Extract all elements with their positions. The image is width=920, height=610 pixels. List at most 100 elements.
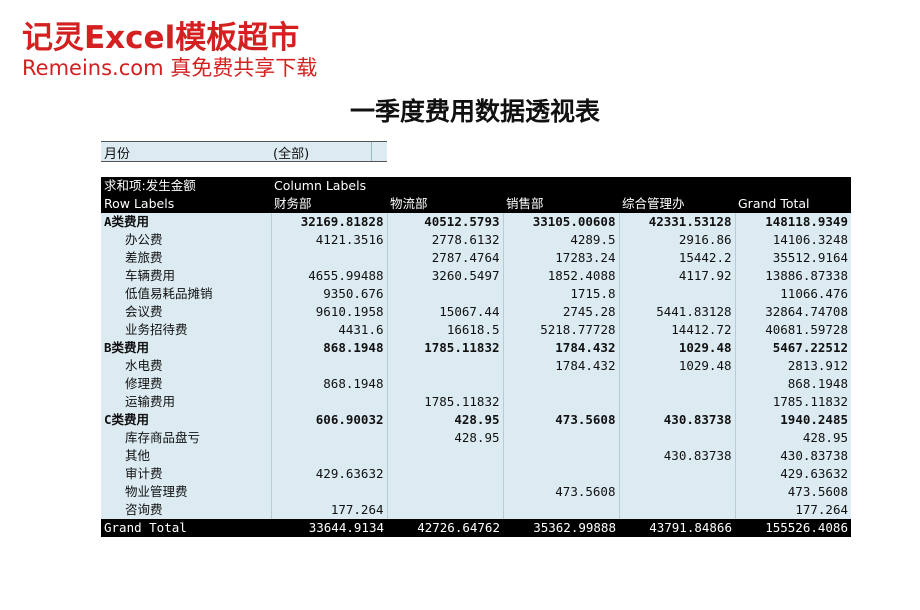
value-cell: 1784.432 — [502, 357, 619, 375]
value-cell — [502, 393, 619, 411]
value-cell: 32864.74708 — [734, 303, 851, 321]
filter-label: 月份 — [104, 147, 131, 162]
value-cell: 868.1948 — [734, 375, 851, 393]
value-cell — [502, 501, 619, 519]
column-header[interactable]: 物流部 — [387, 195, 503, 213]
value-cell: 40512.5793 — [386, 213, 503, 231]
value-cell: 14412.72 — [618, 321, 735, 339]
pivot-item-row[interactable]: 其他 430.83738 430.83738 — [101, 447, 851, 465]
row-label: 办公费 — [101, 231, 271, 249]
grand-total-label: Grand Total — [101, 519, 271, 537]
pivot-item-row[interactable]: 差旅费 2787.4764 17283.24 15442.2 35512.9164 — [101, 249, 851, 267]
pivot-item-row[interactable]: 库存商品盘亏 428.95 428.95 — [101, 429, 851, 447]
group-label: C类费用 — [101, 411, 271, 429]
value-cell: 429.63632 — [270, 465, 387, 483]
pivot-item-row[interactable]: 物业管理费 473.5608 473.5608 — [101, 483, 851, 501]
row-label: 物业管理费 — [101, 483, 271, 501]
value-cell: 2916.86 — [618, 231, 735, 249]
pivot-item-row[interactable]: 会议费 9610.1958 15067.44 2745.28 5441.83128 328… — [101, 303, 851, 321]
value-cell: 430.83738 — [734, 447, 851, 465]
value-cell: 3260.5497 — [386, 267, 503, 285]
value-cell — [270, 483, 387, 501]
pivot-table: 求和项:发生金额 Column Labels Row Labels 财务部 物流… — [101, 177, 851, 537]
value-cell — [618, 375, 735, 393]
grand-total-cell: 35362.99888 — [503, 519, 619, 537]
value-cell — [270, 447, 387, 465]
value-cell — [386, 357, 503, 375]
row-label: 咨询费 — [101, 501, 271, 519]
value-cell: 868.1948 — [270, 375, 387, 393]
value-cell: 42331.53128 — [618, 213, 735, 231]
value-cell: 1029.48 — [618, 339, 735, 357]
value-cell — [386, 501, 503, 519]
value-cell — [502, 465, 619, 483]
pivot-group-row[interactable]: C类费用 606.90032 428.95 473.5608 430.83738 1940… — [101, 411, 851, 429]
value-cell: 428.95 — [734, 429, 851, 447]
row-labels-caption[interactable]: Row Labels — [101, 195, 271, 213]
grand-total-cell: 155526.4086 — [735, 519, 851, 537]
value-cell: 40681.59728 — [734, 321, 851, 339]
value-cell: 1785.11832 — [386, 339, 503, 357]
value-cell: 429.63632 — [734, 465, 851, 483]
value-cell: 177.264 — [270, 501, 387, 519]
value-cell — [618, 393, 735, 411]
pivot-item-row[interactable]: 运输费用 1785.11832 1785.11832 — [101, 393, 851, 411]
watermark-brand: 记灵Excel模板超市 — [22, 20, 300, 56]
value-cell — [502, 429, 619, 447]
value-cell: 4655.99488 — [270, 267, 387, 285]
report-filter[interactable]: 月份 (全部) — [101, 141, 387, 162]
group-label: B类费用 — [101, 339, 271, 357]
pivot-item-row[interactable]: 审计费 429.63632 429.63632 — [101, 465, 851, 483]
value-cell: 1715.8 — [502, 285, 619, 303]
value-cell — [618, 501, 735, 519]
value-cell: 4121.3516 — [270, 231, 387, 249]
value-cell: 1852.4088 — [502, 267, 619, 285]
pivot-item-row[interactable]: 低值易耗品摊销 9350.676 1715.8 11066.476 — [101, 285, 851, 303]
watermark-site: Remeins.com 真免费共享下载 — [22, 56, 318, 80]
value-cell: 35512.9164 — [734, 249, 851, 267]
filter-dropdown-value[interactable]: (全部) — [273, 147, 310, 162]
pivot-item-row[interactable]: 水电费 1784.432 1029.48 2813.912 — [101, 357, 851, 375]
value-cell: 148118.9349 — [734, 213, 851, 231]
value-cell — [386, 375, 503, 393]
value-cell — [618, 285, 735, 303]
value-cell: 2745.28 — [502, 303, 619, 321]
value-cell: 2787.4764 — [386, 249, 503, 267]
pivot-item-row[interactable]: 车辆费用 4655.99488 3260.5497 1852.4088 4117.92 1… — [101, 267, 851, 285]
value-cell — [386, 285, 503, 303]
value-field-label[interactable]: 求和项:发生金额 — [101, 177, 271, 195]
pivot-item-row[interactable]: 业务招待费 4431.6 16618.5 5218.77728 14412.72 4068… — [101, 321, 851, 339]
page-title: 一季度费用数据透视表 — [349, 97, 600, 126]
column-labels-caption[interactable]: Column Labels — [271, 177, 387, 195]
column-header[interactable]: Grand Total — [735, 195, 851, 213]
value-cell: 2813.912 — [734, 357, 851, 375]
grand-total-cell: 33644.9134 — [271, 519, 387, 537]
value-cell: 33105.00608 — [502, 213, 619, 231]
value-cell: 16618.5 — [386, 321, 503, 339]
column-header[interactable]: 财务部 — [271, 195, 387, 213]
pivot-header-row-1: 求和项:发生金额 Column Labels — [101, 177, 851, 195]
pivot-item-row[interactable]: 修理费 868.1948 868.1948 — [101, 375, 851, 393]
column-header[interactable]: 销售部 — [503, 195, 619, 213]
value-cell: 1940.2485 — [734, 411, 851, 429]
grand-total-cell: 42726.64762 — [387, 519, 503, 537]
pivot-group-row[interactable]: B类费用 868.1948 1785.11832 1784.432 1029.48 546… — [101, 339, 851, 357]
row-label: 其他 — [101, 447, 271, 465]
row-label: 车辆费用 — [101, 267, 271, 285]
value-cell — [386, 483, 503, 501]
pivot-item-row[interactable]: 咨询费 177.264 177.264 — [101, 501, 851, 519]
pivot-group-row[interactable]: A类费用 32169.81828 40512.5793 33105.00608 4233… — [101, 213, 851, 231]
value-cell — [270, 357, 387, 375]
filter-divider — [371, 142, 372, 161]
value-cell: 428.95 — [386, 429, 503, 447]
column-header[interactable]: 综合管理办 — [619, 195, 735, 213]
pivot-item-row[interactable]: 办公费 4121.3516 2778.6132 4289.5 2916.86 14106.… — [101, 231, 851, 249]
value-cell: 4117.92 — [618, 267, 735, 285]
grand-total-row[interactable]: Grand Total 33644.9134 42726.64762 35362.99… — [101, 519, 851, 537]
value-cell: 5467.22512 — [734, 339, 851, 357]
value-cell — [270, 393, 387, 411]
value-cell: 1029.48 — [618, 357, 735, 375]
value-cell: 430.83738 — [618, 447, 735, 465]
value-cell — [618, 465, 735, 483]
value-cell: 868.1948 — [270, 339, 387, 357]
